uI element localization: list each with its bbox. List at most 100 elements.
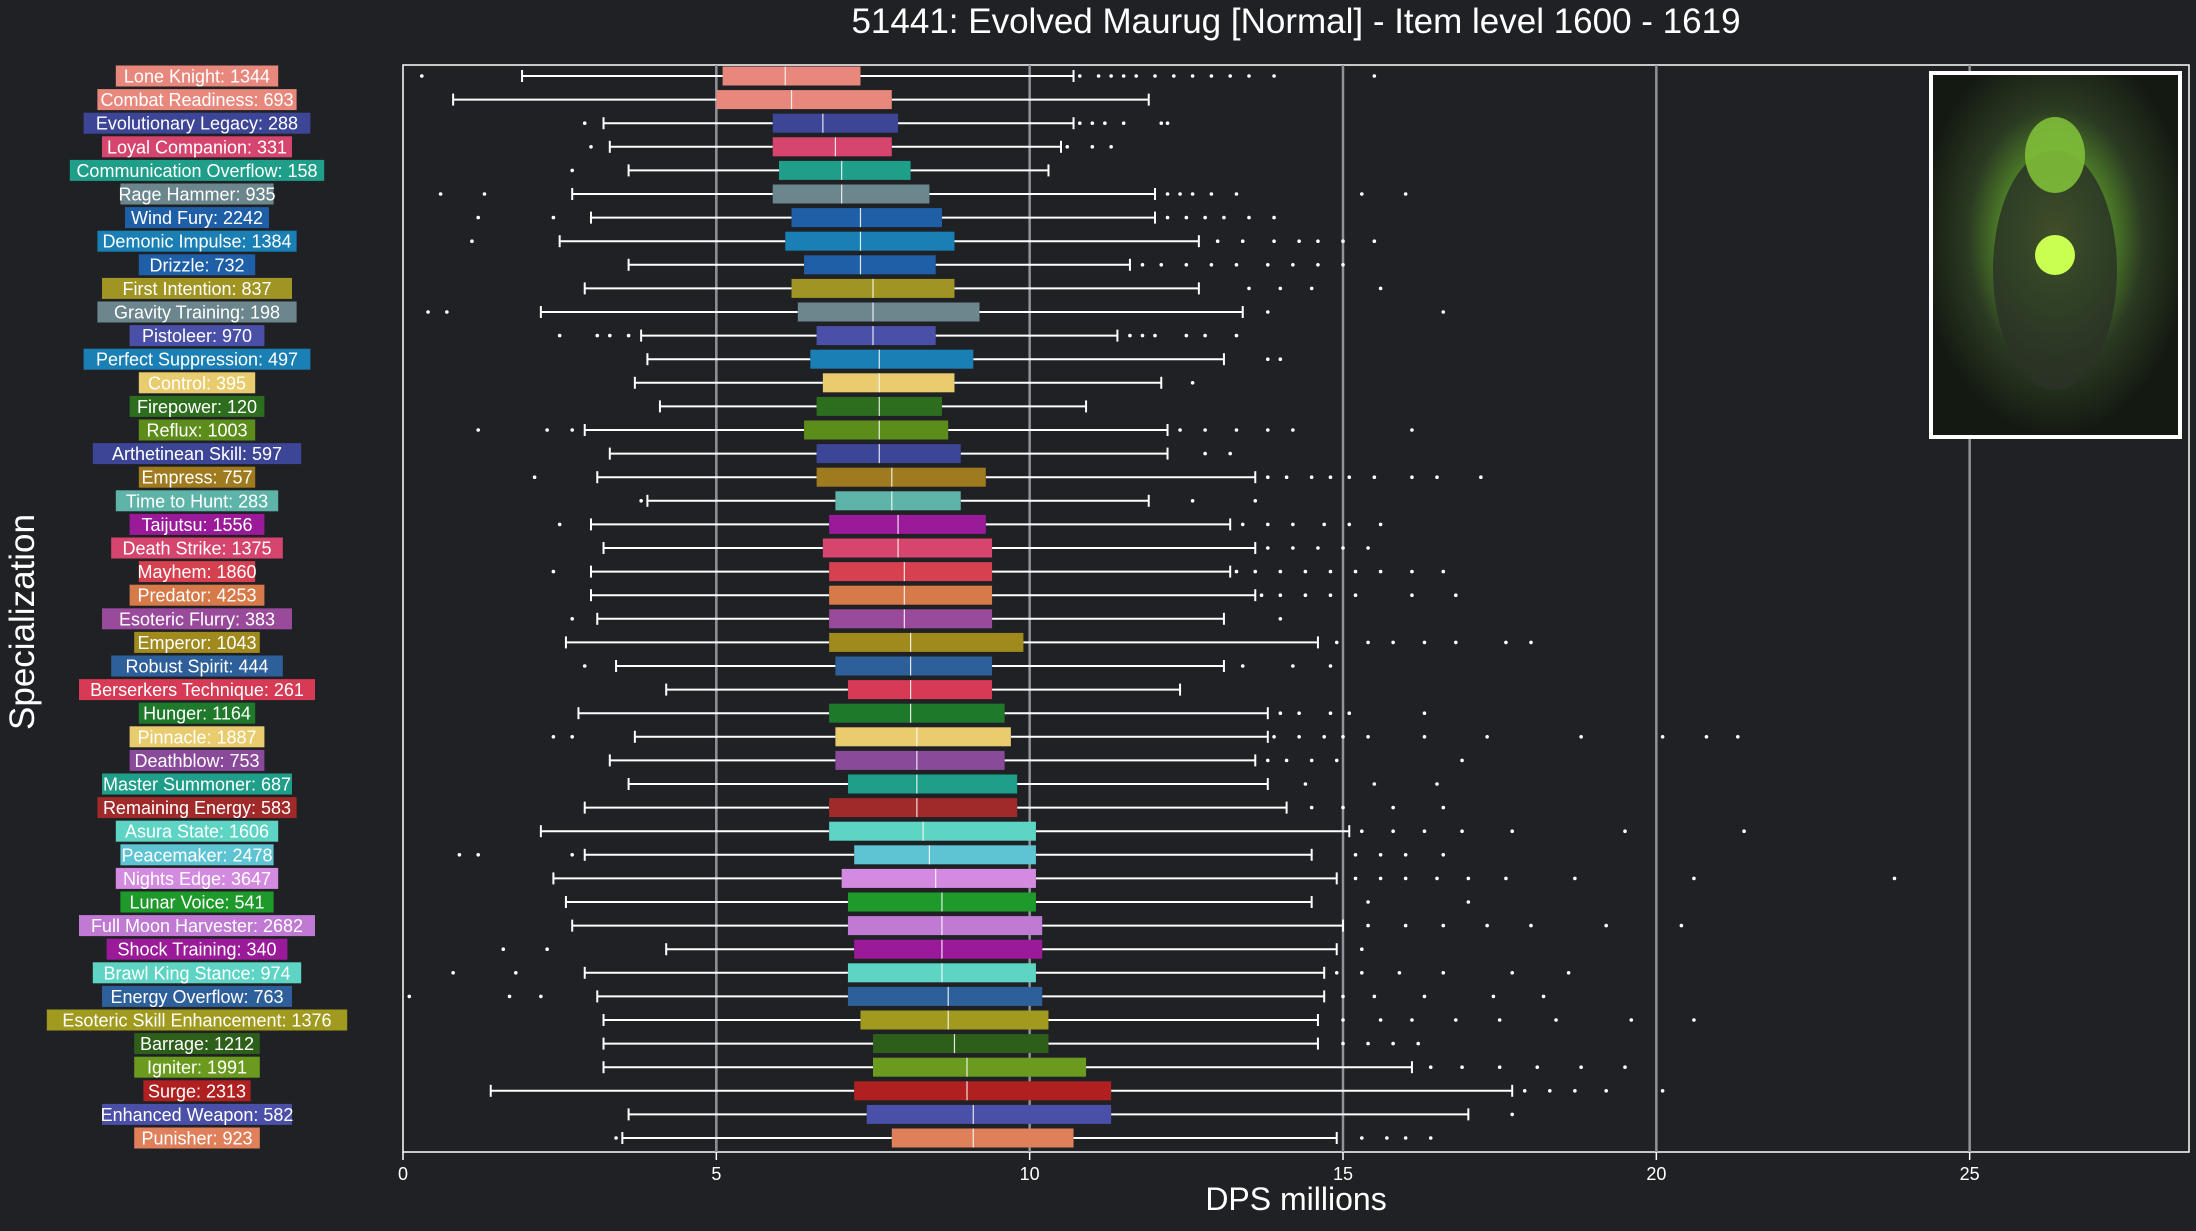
outlier-point — [1303, 593, 1308, 597]
box-iqr — [854, 939, 1043, 959]
category-label: Hunger: 1164 — [143, 704, 251, 724]
outlier-point — [1454, 640, 1458, 645]
outlier-point — [1541, 994, 1546, 999]
category-label-bg — [102, 985, 292, 1007]
box-iqr — [873, 1034, 1049, 1054]
outlier-point — [1435, 782, 1439, 786]
outlier-point — [1629, 1018, 1634, 1022]
outlier-point — [1428, 1136, 1433, 1140]
outlier-point — [1278, 569, 1283, 574]
category-label: Gravity Training: 198 — [114, 303, 280, 323]
category-label: Punisher: 923 — [141, 1129, 252, 1149]
outlier-point — [1692, 876, 1696, 881]
outlier-point — [1090, 145, 1095, 149]
category-label-bg — [69, 159, 325, 181]
x-tick-label: 15 — [1333, 1164, 1353, 1184]
outlier-point — [1190, 74, 1195, 78]
outlier-point — [1291, 428, 1295, 432]
outlier-point — [1278, 711, 1283, 715]
outlier-point — [1078, 74, 1082, 78]
outlier-point — [1121, 121, 1126, 125]
outlier-point — [1341, 1018, 1345, 1022]
outlier-point — [1316, 546, 1320, 550]
category-label: Combat Readiness: 693 — [100, 90, 293, 110]
outlier-point — [1366, 900, 1370, 904]
category-label: Esoteric Skill Enhancement: 1376 — [62, 1011, 331, 1031]
box-iqr — [772, 113, 899, 133]
outlier-point — [1153, 74, 1157, 78]
category-label: First Intention: 837 — [122, 279, 271, 299]
category-label: Esoteric Flurry: 383 — [119, 609, 275, 629]
outlier-point — [1284, 758, 1289, 763]
box-iqr — [829, 821, 1036, 841]
category-label-bg — [125, 207, 269, 229]
outlier-point — [1742, 829, 1746, 833]
outlier-point — [1222, 215, 1226, 220]
outlier-point — [1297, 735, 1301, 739]
outlier-point — [582, 664, 587, 668]
x-axis-label: DPS millions — [1205, 1181, 1386, 1217]
outlier-point — [1209, 74, 1214, 78]
outlier-point — [1309, 758, 1314, 763]
outlier-point — [1215, 239, 1220, 243]
outlier-point — [1334, 640, 1339, 645]
outlier-point — [1291, 546, 1295, 550]
outlier-point — [1253, 569, 1258, 574]
category-label: Mayhem: 1860 — [137, 562, 256, 582]
outlier-point — [407, 994, 412, 999]
category-label-bg — [79, 915, 315, 937]
category-label-bg — [111, 537, 283, 559]
outlier-point — [1090, 121, 1095, 125]
outlier-point — [1378, 286, 1383, 291]
box-iqr — [791, 208, 942, 228]
outlier-point — [1535, 1065, 1540, 1069]
outlier-point — [1397, 971, 1402, 975]
outlier-point — [1454, 1018, 1458, 1022]
category-label: Deathblow: 753 — [134, 751, 259, 771]
outlier-point — [1353, 853, 1358, 857]
outlier-point — [457, 853, 462, 857]
outlier-point — [1410, 428, 1414, 432]
outlier-point — [1485, 735, 1489, 739]
outlier-point — [1504, 640, 1508, 645]
category-label: Energy Overflow: 763 — [110, 987, 283, 1007]
category-label: Pistoleer: 970 — [142, 326, 252, 346]
category-label-bg — [138, 561, 256, 583]
outlier-point — [1184, 215, 1189, 220]
outlier-point — [545, 947, 549, 951]
box-iqr — [772, 184, 930, 204]
category-label: Wind Fury: 2242 — [131, 208, 263, 228]
outlier-point — [1334, 971, 1339, 975]
outlier-point — [1360, 947, 1364, 951]
box-iqr — [797, 302, 980, 322]
box-iqr — [891, 1128, 1074, 1148]
outlier-point — [1360, 829, 1364, 833]
outlier-point — [1240, 664, 1245, 668]
outlier-point — [1504, 876, 1508, 881]
category-label-bg — [138, 466, 256, 488]
category-label: Pinnacle: 1887 — [137, 727, 256, 747]
outlier-point — [1184, 263, 1189, 267]
outlier-point — [1391, 805, 1395, 810]
outlier-point — [1372, 239, 1377, 243]
category-label-bg — [129, 584, 265, 606]
outlier-point — [1510, 829, 1514, 833]
box-iqr — [835, 656, 993, 676]
category-label-bg — [106, 938, 288, 960]
outlier-point — [1328, 593, 1333, 597]
outlier-point — [570, 735, 574, 739]
category-label: Perfect Suppression: 497 — [96, 350, 298, 370]
category-label: Enhanced Weapon: 582 — [101, 1105, 294, 1125]
y-axis-label: Specialization — [3, 514, 42, 730]
outlier-point — [595, 333, 600, 338]
category-label: Shock Training: 340 — [117, 940, 276, 960]
box-iqr — [816, 467, 986, 487]
category-label-bg — [92, 962, 302, 984]
outlier-point — [476, 428, 481, 432]
outlier-point — [1328, 475, 1333, 480]
category-label: Predator: 4253 — [137, 586, 256, 606]
outlier-point — [1322, 522, 1326, 527]
box-iqr — [816, 444, 961, 464]
outlier-point — [1140, 263, 1145, 267]
outlier-point — [1579, 735, 1583, 739]
